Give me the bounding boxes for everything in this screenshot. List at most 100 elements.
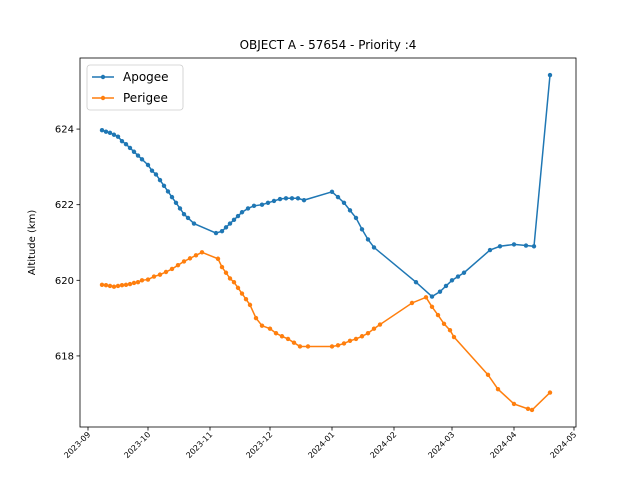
legend-marker (100, 95, 106, 101)
point (265, 200, 271, 206)
point (295, 196, 301, 201)
point (213, 230, 219, 236)
point (353, 215, 359, 221)
point (193, 253, 199, 258)
point (371, 326, 377, 331)
point (347, 338, 353, 343)
point (157, 272, 163, 277)
point (119, 138, 125, 144)
point (145, 162, 151, 168)
point (135, 279, 141, 285)
point (487, 247, 493, 253)
point (135, 153, 141, 158)
point (451, 334, 457, 340)
point (547, 390, 553, 395)
point (139, 278, 145, 283)
legend-label: Perigee (123, 91, 168, 105)
point (531, 244, 537, 249)
point (547, 72, 553, 78)
point (123, 282, 129, 288)
point (371, 245, 377, 250)
point (485, 372, 491, 378)
point (335, 343, 341, 348)
point (495, 386, 501, 392)
point (165, 189, 171, 194)
point (111, 132, 117, 137)
point (329, 344, 335, 349)
point (175, 262, 181, 268)
point (199, 250, 205, 255)
point (173, 200, 179, 206)
point (297, 344, 303, 349)
point (347, 208, 353, 213)
point (529, 407, 535, 413)
point (235, 285, 241, 291)
point (107, 283, 113, 289)
point (163, 269, 169, 275)
point (335, 194, 341, 200)
y-tick-label: 622 (55, 200, 74, 211)
point (365, 331, 371, 336)
point (169, 194, 175, 200)
point (153, 172, 159, 177)
point (99, 282, 105, 288)
point (305, 344, 311, 349)
point (273, 331, 279, 336)
point (259, 323, 265, 328)
point (191, 221, 197, 226)
point (131, 280, 137, 286)
y-tick-label: 620 (55, 276, 74, 287)
point (99, 128, 105, 133)
point (497, 244, 503, 249)
point (239, 210, 245, 215)
point (455, 274, 461, 279)
point (127, 281, 133, 287)
point (107, 130, 113, 136)
point (435, 312, 441, 318)
point (253, 315, 259, 321)
point (139, 157, 145, 162)
point (525, 406, 531, 412)
point (511, 401, 517, 407)
legend-label: Apogee (123, 70, 169, 84)
point (231, 279, 237, 285)
point (413, 279, 419, 285)
point (291, 340, 297, 345)
point (223, 270, 229, 275)
point (131, 149, 137, 154)
point (523, 243, 529, 248)
point (187, 256, 193, 261)
y-axis-label: Altitude (km) (27, 210, 38, 276)
point (277, 196, 283, 202)
point (185, 215, 191, 221)
point (437, 289, 443, 294)
point (219, 264, 225, 270)
point (251, 203, 257, 209)
point (181, 259, 187, 264)
y-tick-label: 618 (55, 351, 74, 362)
point (285, 336, 291, 342)
point (177, 206, 183, 211)
legend-marker (100, 74, 106, 80)
point (247, 302, 253, 308)
point (423, 295, 429, 300)
point (169, 266, 175, 272)
point (279, 334, 285, 339)
point (377, 322, 383, 327)
point (359, 227, 365, 232)
point (245, 206, 251, 211)
point (329, 189, 335, 195)
point (271, 198, 277, 204)
point (219, 228, 225, 234)
point (181, 211, 187, 217)
point (115, 283, 121, 289)
y-tick-label: 624 (55, 125, 74, 136)
point (267, 326, 273, 331)
point (231, 217, 237, 223)
point (341, 200, 347, 206)
plot-frame (79, 57, 577, 428)
chart-title: OBJECT A - 57654 - Priority :4 (240, 38, 417, 52)
point (227, 276, 233, 281)
point (215, 256, 221, 261)
